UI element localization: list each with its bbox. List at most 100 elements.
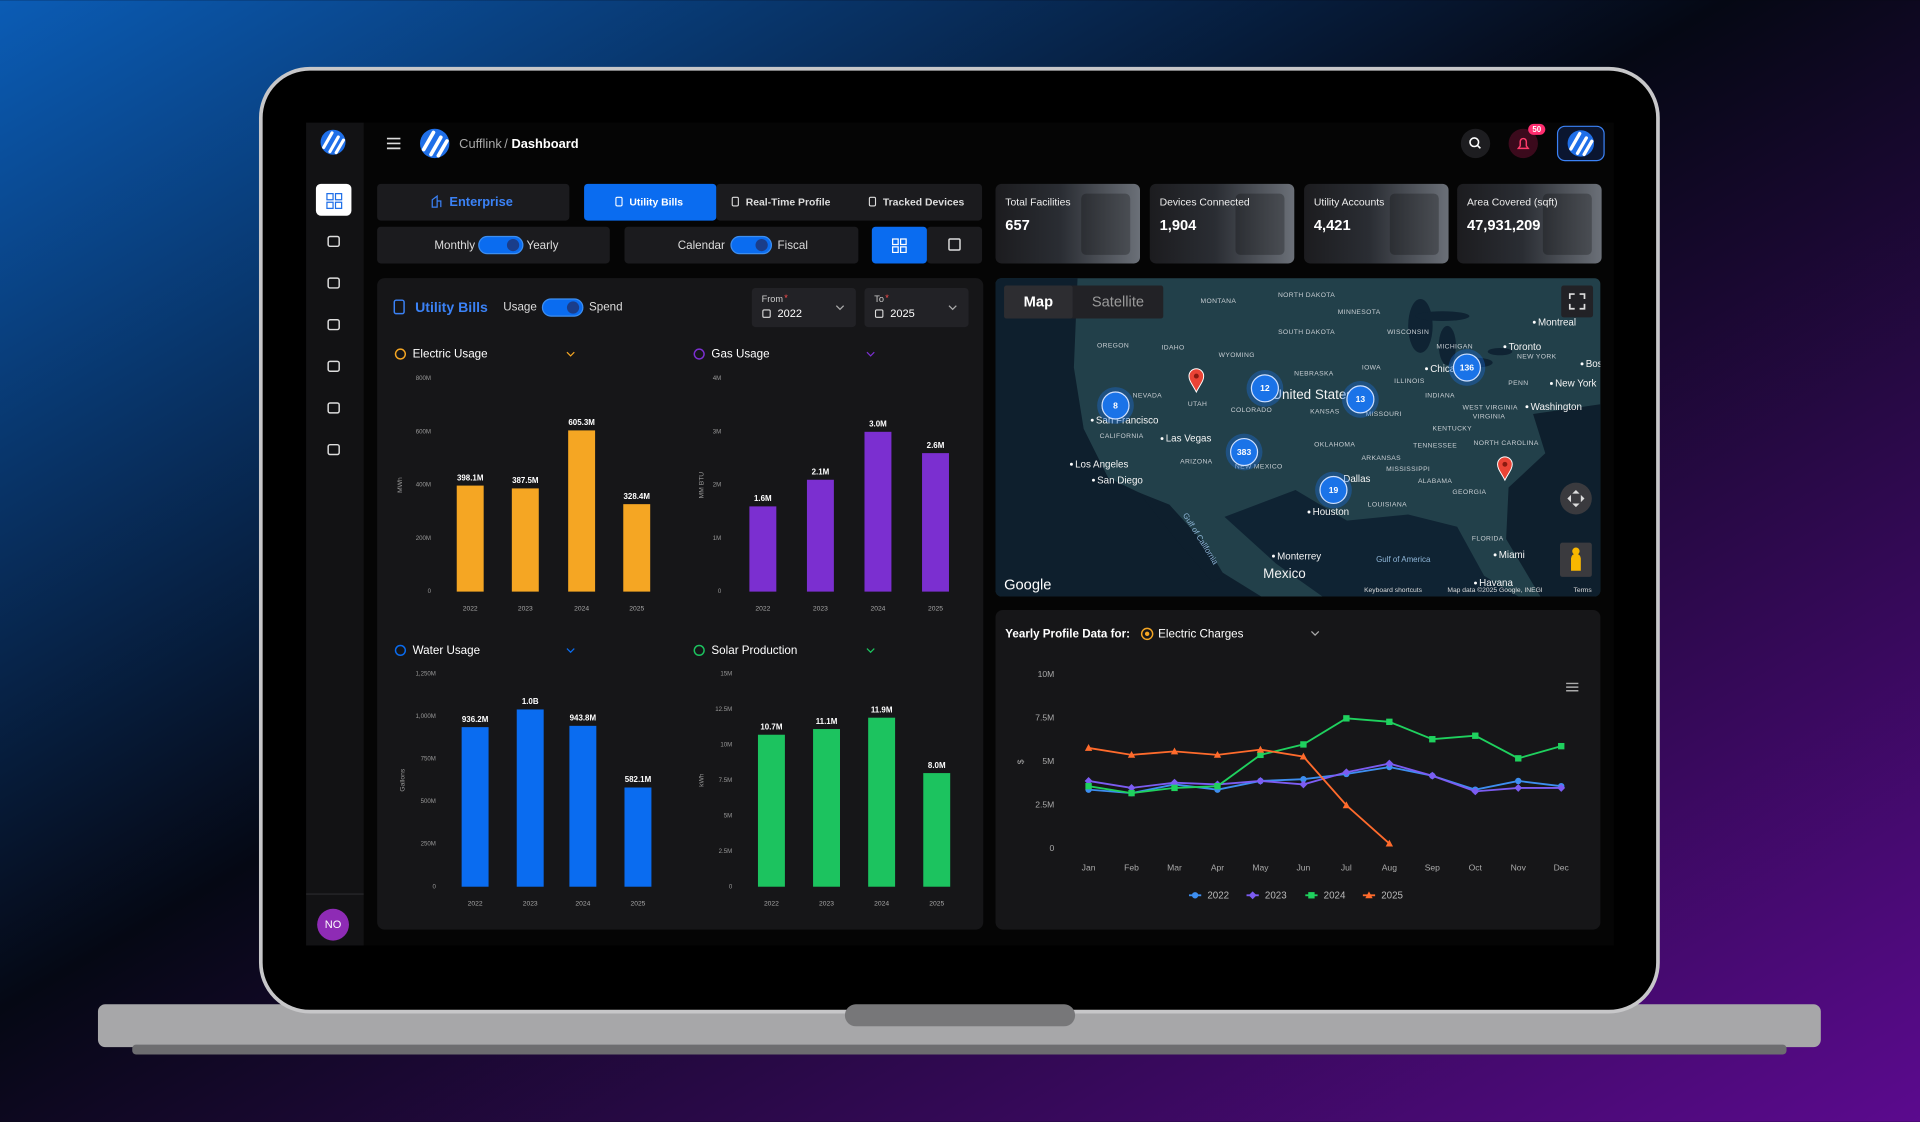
y-axis-label: kWh (698, 773, 705, 787)
breadcrumb-page: Dashboard (511, 136, 578, 151)
map-attribution: Keyboard shortcuts (1364, 587, 1423, 594)
view-grid-button[interactable] (871, 226, 927, 264)
nav-item[interactable] (321, 314, 347, 336)
tab-active[interactable] (584, 183, 717, 221)
nav-item[interactable] (321, 355, 347, 377)
point (1085, 782, 1092, 790)
calendar-icon (874, 309, 884, 318)
map-country-label: Mexico (1263, 566, 1306, 581)
point (1170, 747, 1179, 755)
avatar[interactable] (317, 908, 349, 941)
y-tick-label: 0 (718, 588, 722, 595)
nav-item[interactable] (321, 397, 347, 419)
map-city-label: Monterrey (1277, 551, 1321, 562)
map-city-label: Toronto (1509, 342, 1542, 353)
date-select[interactable] (864, 287, 969, 328)
data-label: 387.5M (512, 476, 539, 485)
bar (569, 725, 597, 887)
map-water-label: Gulf of America (1376, 555, 1431, 564)
x-tick-label: 2022 (755, 606, 770, 613)
notifications-button[interactable] (1508, 128, 1538, 159)
nav-item[interactable] (321, 230, 347, 252)
bar (623, 504, 651, 592)
cluster-count: 8 (1113, 400, 1118, 410)
menu-button[interactable] (386, 137, 401, 150)
panel-icon (393, 299, 405, 315)
cluster (1250, 374, 1279, 403)
x-tick-label: 2023 (523, 901, 538, 908)
map-city-label: San Francisco (1096, 415, 1159, 426)
map-region-label: MINNESOTA (1338, 309, 1381, 316)
map-city-label: Boston (1586, 359, 1616, 370)
map-region-label: OREGON (1097, 342, 1129, 349)
map-city-label: Los Angeles (1075, 459, 1128, 470)
data-label: 943.8M (570, 714, 597, 723)
kpi-card (1304, 183, 1449, 264)
map-region-label: VIRGINIA (1473, 413, 1506, 420)
chevron (566, 351, 575, 357)
bar (757, 734, 785, 887)
city-dot (1160, 437, 1164, 441)
search-button[interactable] (1460, 128, 1491, 159)
single-icon (948, 238, 961, 251)
fullscreen-button[interactable] (1561, 285, 1594, 318)
toggle-label: Yearly (527, 239, 559, 252)
map-type-active[interactable] (1004, 285, 1073, 319)
x-tick-label: Oct (1469, 863, 1483, 873)
lake (1438, 325, 1456, 366)
map-region-label: NEBRASKA (1294, 370, 1334, 377)
avatar-initials: NO (325, 919, 342, 931)
sidebar (306, 122, 364, 946)
bar (864, 431, 892, 592)
map-pin[interactable] (1497, 456, 1513, 482)
x-tick-label: 2024 (874, 901, 889, 908)
map-pin[interactable] (1188, 368, 1205, 394)
y-tick-label: 7.5M (1035, 713, 1054, 723)
kpi-value: 657 (1005, 218, 1030, 234)
city-dot (1425, 367, 1429, 371)
cluster-count: 383 (1237, 447, 1252, 457)
panel-title: Utility Bills (415, 299, 488, 315)
point (1084, 777, 1093, 785)
view-single-button[interactable] (926, 226, 983, 264)
map-region-label: NEW YORK (1517, 353, 1557, 360)
kpi-image (1542, 193, 1592, 255)
point (1257, 751, 1264, 759)
map-pin-dot (1193, 373, 1199, 379)
kpi-image (1235, 193, 1285, 255)
chart-title: Solar Production (711, 644, 797, 657)
x-tick-label: 2023 (819, 901, 834, 908)
toggle-label: Calendar (678, 239, 725, 252)
nav-item[interactable] (321, 272, 347, 294)
map-region-label: NEW MEXICO (1235, 463, 1283, 470)
y-axis-label: Gallons (400, 768, 407, 791)
y-tick-label: 1,000M (416, 713, 436, 720)
data-label: 11.1M (816, 717, 838, 726)
kpi-label: Area Covered (sqft) (1467, 198, 1558, 209)
date-select[interactable] (751, 287, 856, 328)
date-select-label: From (762, 294, 784, 304)
nav-item[interactable] (321, 439, 347, 461)
tab[interactable] (377, 183, 570, 221)
bar (813, 729, 840, 887)
map-city-label: San Diego (1097, 475, 1143, 486)
y-tick-label: 0 (433, 883, 437, 890)
camera-control[interactable] (1560, 482, 1592, 515)
kpi-card (995, 183, 1140, 264)
map-region-label: NORTH CAROLINA (1474, 440, 1539, 447)
city-dot (1090, 418, 1094, 422)
bar (568, 430, 596, 592)
data-label: 936.2M (462, 715, 489, 724)
legend-label: 2025 (1381, 890, 1403, 901)
line (1088, 762, 1562, 793)
chart-menu[interactable] (1566, 682, 1579, 692)
x-tick-label: 2024 (574, 606, 589, 613)
y-tick-label: 10M (720, 741, 732, 748)
map-region-label: MISSOURI (1366, 411, 1402, 418)
toggle-label: Spend (589, 301, 623, 314)
point (1514, 783, 1523, 792)
date-select-label: To (874, 294, 884, 304)
chart-title: Gas Usage (711, 348, 769, 361)
point (1256, 745, 1265, 753)
